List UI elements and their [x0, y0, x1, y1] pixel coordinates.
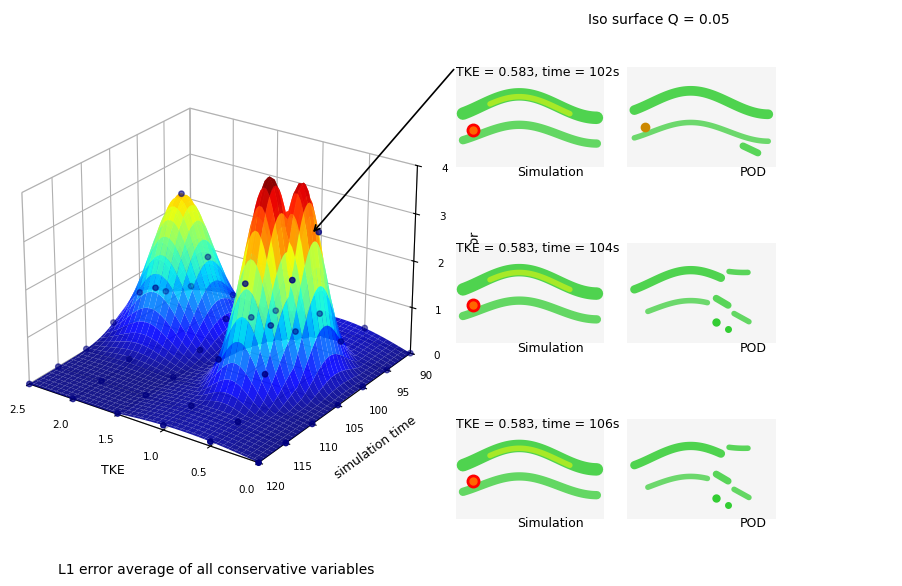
Y-axis label: simulation time: simulation time [332, 414, 419, 482]
Text: POD: POD [740, 517, 767, 530]
Text: TKE = 0.583, time = 102s: TKE = 0.583, time = 102s [456, 66, 619, 79]
Text: Simulation: Simulation [517, 342, 584, 355]
X-axis label: TKE: TKE [101, 464, 125, 477]
Text: POD: POD [740, 342, 767, 355]
Text: Iso surface Q = 0.05: Iso surface Q = 0.05 [587, 12, 730, 26]
Text: TKE = 0.583, time = 104s: TKE = 0.583, time = 104s [456, 242, 619, 255]
Text: TKE = 0.583, time = 106s: TKE = 0.583, time = 106s [456, 418, 619, 431]
Text: Simulation: Simulation [517, 166, 584, 179]
Text: Simulation: Simulation [517, 517, 584, 530]
Text: POD: POD [740, 166, 767, 179]
Text: L1 error average of all conservative variables: L1 error average of all conservative var… [59, 563, 374, 577]
